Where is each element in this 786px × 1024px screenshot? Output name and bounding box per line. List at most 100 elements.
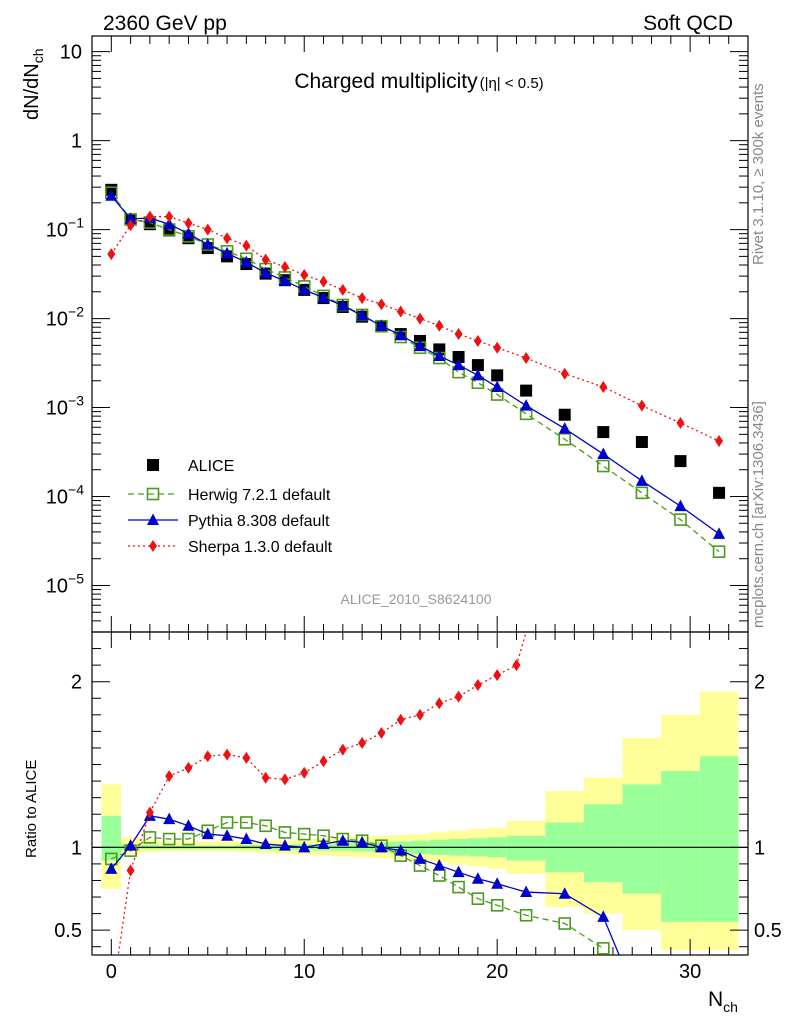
x-label: Nch <box>708 988 738 1015</box>
data-point <box>338 283 347 296</box>
data-point <box>105 189 118 201</box>
ratio-point <box>278 839 291 851</box>
y-tick-label-right: 1 <box>754 837 765 859</box>
data-point <box>471 368 484 381</box>
data-point <box>520 384 533 397</box>
legend-marker-herwig <box>146 487 160 501</box>
data-point <box>558 432 572 446</box>
y-tick-exponent: −3 <box>68 393 84 409</box>
data-point <box>558 408 571 421</box>
ratio-point <box>300 766 309 779</box>
ratio-point <box>163 812 176 825</box>
ratio-point <box>452 865 465 878</box>
data-point <box>493 341 502 354</box>
ratio-point <box>493 669 502 682</box>
legend-marker-data <box>147 459 159 471</box>
y-tick-base: 10 <box>46 575 68 597</box>
data-point <box>637 399 646 412</box>
data-point <box>674 499 687 512</box>
y-label-ratio: Ratio to ALICE <box>23 760 40 858</box>
ratio-axes: 0 10 20 30 0.5 0.5 1 1 2 2 <box>54 631 782 983</box>
ratio-line-sherpa <box>117 632 527 955</box>
data-point <box>558 422 571 434</box>
header-right: Soft QCD <box>643 12 733 35</box>
analysis-id: ALICE_2010_S8624100 <box>340 591 491 607</box>
data-point <box>676 417 685 430</box>
data-point <box>635 486 649 500</box>
ratio-point <box>512 659 521 672</box>
ratio-point <box>162 832 176 846</box>
ratio-point <box>182 832 195 846</box>
rivet-label: Rivet 3.1.10, ≥ 300k events <box>750 83 767 265</box>
y-tick-label-right: 2 <box>754 672 765 694</box>
series-sherpa <box>107 210 724 448</box>
ratio-point <box>278 826 292 839</box>
data-point <box>674 455 687 468</box>
data-point <box>635 435 648 448</box>
data-point <box>336 299 349 311</box>
y-tick-label: 10 <box>60 42 82 64</box>
data-point <box>203 223 212 236</box>
ratio-series-group <box>104 632 620 955</box>
data-point <box>454 328 463 341</box>
ratio-point <box>203 750 212 763</box>
ratio-point <box>558 887 571 899</box>
data-point <box>712 545 726 558</box>
data-point <box>520 399 533 411</box>
title-cut: (|η| < 0.5) <box>480 75 544 92</box>
data-point <box>433 349 446 361</box>
data-point <box>596 459 610 473</box>
ratio-point <box>432 869 446 882</box>
y-tick-label: 1 <box>71 131 82 153</box>
ratio-point <box>280 773 289 786</box>
ratio-point <box>452 880 465 894</box>
ratio-point <box>298 840 311 853</box>
ratio-point <box>338 743 347 756</box>
ratio-point <box>223 748 232 761</box>
data-point <box>597 447 610 460</box>
plot-title: Charged multiplicity (|η| < 0.5) <box>294 70 543 93</box>
data-point <box>522 352 531 365</box>
data-point <box>107 248 116 261</box>
uncertainty-band-inner <box>101 815 121 861</box>
ratio-point <box>105 862 118 874</box>
data-point <box>452 350 465 363</box>
data-point <box>240 255 253 268</box>
x-label-text: N <box>708 988 723 1011</box>
ratio-point <box>165 770 174 783</box>
data-point <box>377 298 386 311</box>
y-tick-base: 10 <box>46 398 68 420</box>
legend-label-sherpa: Sherpa 1.3.0 default <box>188 539 333 556</box>
ratio-point <box>240 816 253 829</box>
mcplots-label: mcplots.cern.ch [arXiv:1306.3436] <box>750 401 767 628</box>
x-tick-label: 10 <box>293 961 315 983</box>
data-point <box>184 217 193 230</box>
uncertainty-band-inner <box>584 804 623 883</box>
data-point <box>259 266 272 279</box>
data-point <box>396 305 405 318</box>
uncertainty-band-inner <box>699 756 739 922</box>
legend-label-data: ALICE <box>188 458 234 475</box>
ratio-point <box>143 831 157 844</box>
data-point <box>163 217 176 230</box>
ratio-point <box>519 908 533 922</box>
x-tick-label: 0 <box>106 961 117 983</box>
y-label-main-text: dN/dN <box>21 63 43 120</box>
y-tick-base: 10 <box>46 220 68 242</box>
ratio-point <box>261 771 270 784</box>
ratio-point <box>240 832 253 845</box>
y-tick-label-right: 0.5 <box>754 920 782 942</box>
data-point <box>471 359 484 372</box>
data-point <box>356 309 369 321</box>
ratio-point <box>319 755 328 768</box>
ratio-point <box>201 827 214 840</box>
data-point <box>491 380 504 393</box>
data-point <box>713 527 726 539</box>
ratio-point <box>182 819 195 831</box>
y-tick-exponent: −5 <box>68 570 84 586</box>
data-point <box>126 219 135 232</box>
x-tick-label: 30 <box>679 961 701 983</box>
y-tick-label: 0.5 <box>54 920 82 942</box>
